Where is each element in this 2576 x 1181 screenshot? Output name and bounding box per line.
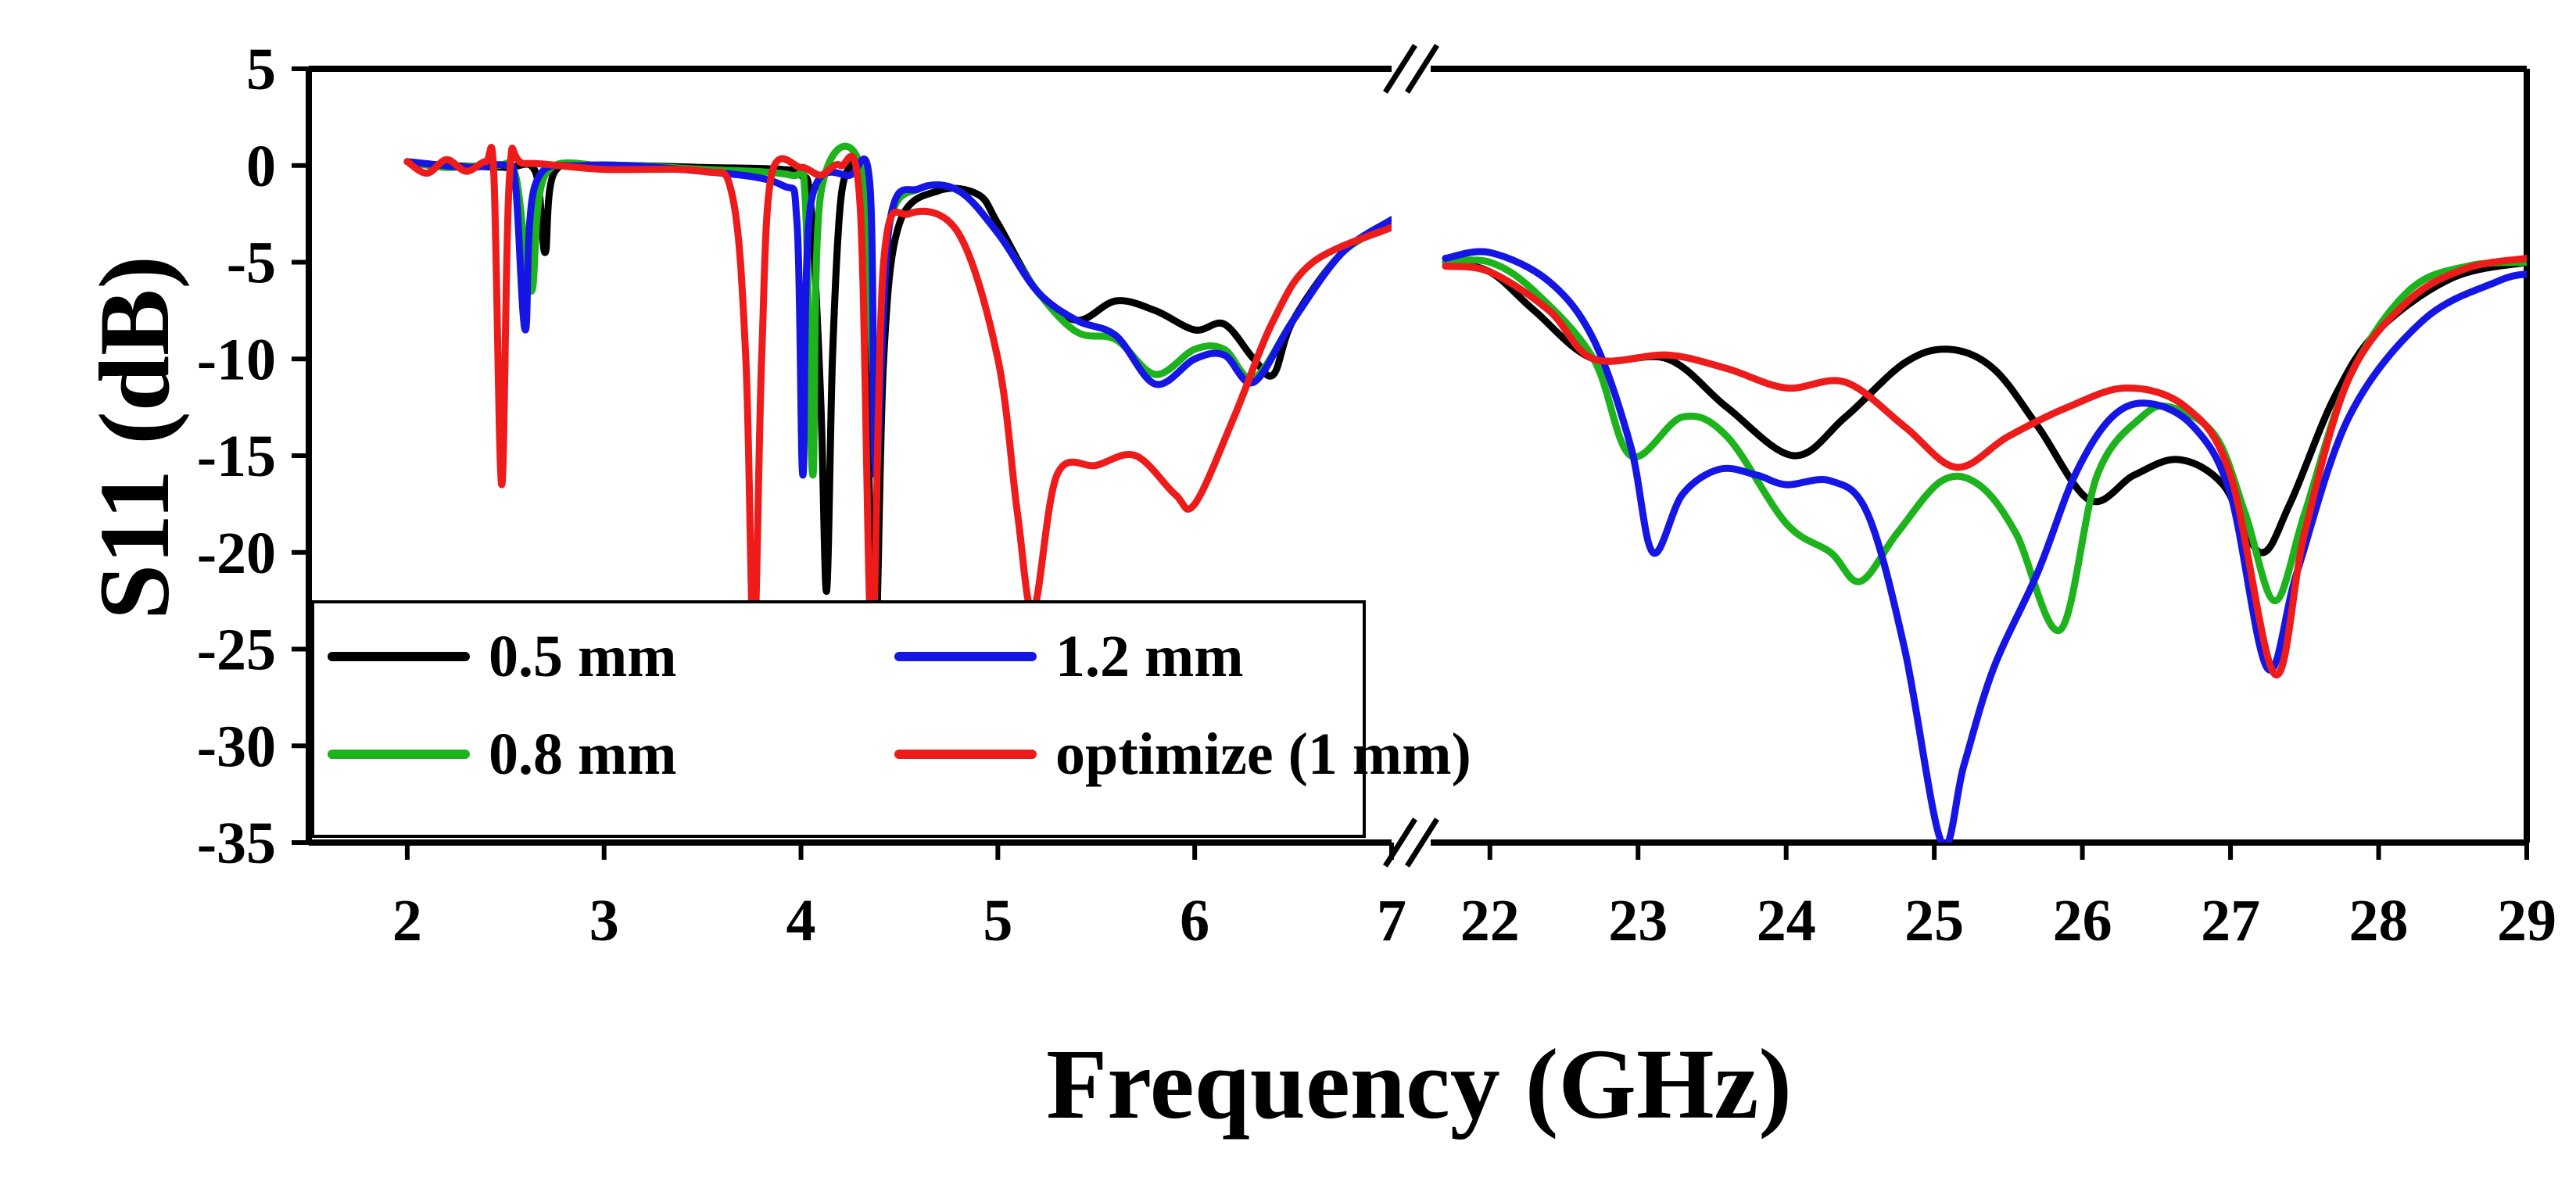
series-line-optimize-1-mm-low [403,144,1392,653]
axis-break-marks [1383,44,1439,868]
y-tick-label: -20 [197,521,276,586]
tick-labels: 50-5-10-15-20-25-30-352 3 4 5 6 7 22 23 24 25 26 27… [197,37,2556,954]
y-tick-label: -5 [227,231,276,296]
x-tick-label: 23 [1608,888,1668,954]
series-line-0-5-mm-low [403,156,1392,657]
tick-marks [292,66,2529,860]
legend-label-optimize-1-mm: optimize (1 mm) [1055,721,1471,787]
series-layer [403,142,2527,843]
y-tick-label: -10 [197,327,276,392]
series-line-optimize-1-mm-high [1442,255,2527,678]
x-tick-label: 2 [392,888,422,954]
y-tick-label: 5 [246,37,276,102]
x-axis-title: Frequency (GHz) [1046,1029,1792,1140]
x-tick-label: 5 [983,888,1012,954]
x-tick-label: 22 [1460,888,1520,954]
x-tick-label: 26 [2053,888,2112,954]
y-tick-label: -35 [197,811,276,876]
axis-break-mark [1383,818,1417,868]
axis-break-mark [1405,44,1439,94]
plot-frame [306,66,2530,846]
series-line-0-8-mm-low [403,142,1392,479]
y-tick-label: -25 [197,617,276,683]
x-tick-label: 3 [589,888,619,954]
y-axis-title: S11 (dB) [79,256,190,620]
x-tick-label: 25 [1904,888,1964,954]
y-tick-label: -30 [197,714,276,779]
legend-label-1-2-mm: 1.2 mm [1055,624,1244,689]
x-tick-label: 7 [1377,888,1406,954]
y-tick-label: 0 [246,134,276,199]
legend-box [311,600,1366,838]
x-tick-label: 4 [786,888,816,954]
legend: 0.5 mm 1.2 mm 0.8 mm optimize (1 mm) [311,600,1471,838]
x-tick-label: 29 [2497,888,2556,954]
axis-break-mark [1405,818,1439,868]
x-tick-label: 28 [2349,888,2409,954]
series-line-1-2-mm-low [403,155,1392,479]
x-tick-label: 27 [2201,888,2260,954]
axis-break-mark [1383,44,1417,94]
legend-label-0-8-mm: 0.8 mm [489,721,677,787]
legend-label-0-5-mm: 0.5 mm [489,624,677,689]
series-line-0-8-mm-high [1442,256,2527,635]
y-tick-label: -15 [197,424,276,489]
x-tick-label: 6 [1180,888,1209,954]
x-tick-label: 24 [1757,888,1816,954]
